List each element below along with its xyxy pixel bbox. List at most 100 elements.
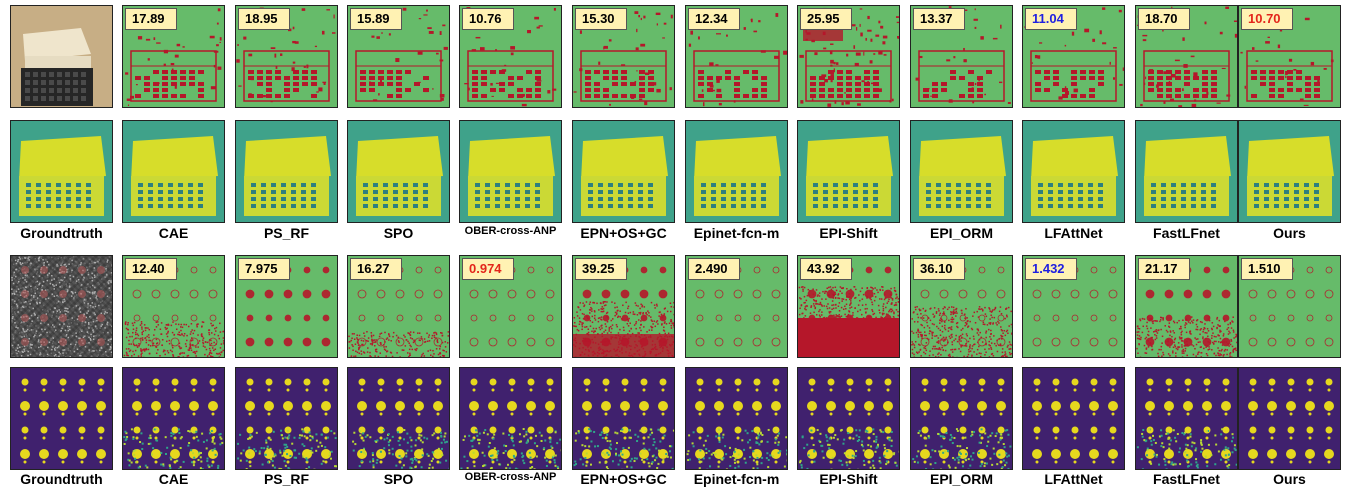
method-label: Groundtruth bbox=[20, 471, 103, 487]
scene1-error-map: 10.70 bbox=[1238, 5, 1341, 108]
scene2-error-map: 0.974 bbox=[459, 255, 562, 358]
panel-graphic bbox=[1239, 368, 1340, 469]
scene2-error-map: 1.510 bbox=[1238, 255, 1341, 358]
scene2-disparity-map bbox=[797, 367, 900, 470]
scene1-disparity-map bbox=[347, 120, 450, 223]
method-label: PS_RF bbox=[263, 225, 310, 241]
scene2-disparity-map bbox=[235, 367, 338, 470]
score-badge: 10.76 bbox=[462, 8, 514, 30]
scene2-error-map: 39.25 bbox=[572, 255, 675, 358]
panel-graphic bbox=[236, 7, 336, 103]
score-badge: 18.70 bbox=[1138, 8, 1190, 30]
panel-graphic bbox=[460, 121, 561, 222]
panel-graphic bbox=[1137, 6, 1237, 107]
scene1-disparity-map bbox=[122, 120, 225, 223]
scene2-center-view bbox=[10, 255, 113, 358]
method-label: Ours bbox=[1273, 225, 1306, 241]
method-label: EPI_ORM bbox=[929, 471, 993, 487]
scene1-error-map: 13.37 bbox=[910, 5, 1013, 108]
panel-graphic bbox=[348, 368, 449, 469]
scene2-error-map: 12.40 bbox=[122, 255, 225, 358]
scene1-error-map: 11.04 bbox=[1022, 5, 1125, 108]
panel-graphic bbox=[798, 266, 899, 357]
score-badge: 12.40 bbox=[125, 258, 177, 280]
scene2-error-map: 21.17 bbox=[1135, 255, 1238, 358]
panel-graphic bbox=[1023, 121, 1124, 222]
panel-graphic bbox=[11, 368, 112, 469]
scene1-error-map: 15.30 bbox=[572, 5, 675, 108]
method-label: LFAttNet bbox=[1044, 225, 1103, 241]
scene1-error-map: 17.89 bbox=[122, 5, 225, 108]
panel-graphic bbox=[911, 266, 1012, 357]
scene1-error-map: 10.76 bbox=[459, 5, 562, 108]
scene1-disparity-map bbox=[685, 120, 788, 223]
scene2-error-map: 7.975 bbox=[235, 255, 338, 358]
score-badge: 36.10 bbox=[913, 258, 965, 280]
panel-graphic bbox=[915, 6, 1011, 104]
scene2-error-map: 43.92 bbox=[797, 255, 900, 358]
score-badge: 11.04 bbox=[1025, 8, 1077, 30]
score-badge: 13.37 bbox=[913, 8, 965, 30]
method-label: PS_RF bbox=[263, 471, 310, 487]
method-label: EPI-Shift bbox=[819, 225, 878, 241]
scene1-error-map: 12.34 bbox=[685, 5, 788, 108]
panel-graphic bbox=[1023, 368, 1124, 469]
score-badge: 16.27 bbox=[350, 258, 402, 280]
scene1-error-map: 15.89 bbox=[347, 5, 450, 108]
method-label: LFAttNet bbox=[1044, 471, 1103, 487]
scene1-error-map: 18.95 bbox=[235, 5, 338, 108]
method-label: Epinet-fcn-m bbox=[693, 471, 780, 487]
scene1-error-map: 25.95 bbox=[797, 5, 900, 108]
panel-graphic bbox=[236, 368, 337, 469]
panel-graphic bbox=[1240, 10, 1334, 106]
scene1-center-view bbox=[10, 5, 113, 108]
panel-graphic bbox=[911, 368, 1012, 469]
panel-graphic bbox=[123, 121, 224, 222]
panel-graphic bbox=[573, 368, 674, 469]
scene2-disparity-map bbox=[1022, 367, 1125, 470]
method-label: EPN+OS+GC bbox=[580, 225, 667, 241]
panel-graphic bbox=[573, 121, 674, 222]
panel-graphic bbox=[1136, 266, 1237, 357]
score-badge: 17.89 bbox=[125, 8, 177, 30]
panel-graphic bbox=[686, 368, 787, 469]
scene1-error-map: 18.70 bbox=[1135, 5, 1238, 108]
score-badge: 1.432 bbox=[1025, 258, 1077, 280]
score-badge: 21.17 bbox=[1138, 258, 1190, 280]
score-badge: 1.510 bbox=[1241, 258, 1293, 280]
method-label: SPO bbox=[383, 225, 414, 241]
scene2-groundtruth-disparity bbox=[10, 367, 113, 470]
scene2-disparity-map bbox=[910, 367, 1013, 470]
scene2-error-map: 36.10 bbox=[910, 255, 1013, 358]
panel-graphic bbox=[911, 121, 1012, 222]
panel-graphic bbox=[798, 121, 899, 222]
panel-graphic bbox=[460, 368, 561, 469]
scene2-disparity-map bbox=[1238, 367, 1341, 470]
score-badge: 12.34 bbox=[688, 8, 740, 30]
method-label: OBER-cross-ANP bbox=[464, 471, 557, 483]
method-label: EPN+OS+GC bbox=[580, 471, 667, 487]
scene2-disparity-map bbox=[347, 367, 450, 470]
method-label: FastLFnet bbox=[1153, 225, 1220, 241]
scene1-disparity-map bbox=[1022, 120, 1125, 223]
panel-graphic bbox=[1136, 121, 1237, 222]
panel-graphic bbox=[469, 266, 555, 347]
score-badge: 18.95 bbox=[238, 8, 290, 30]
scene1-disparity-map bbox=[459, 120, 562, 223]
method-label: EPI_ORM bbox=[929, 225, 993, 241]
method-label: SPO bbox=[383, 471, 414, 487]
method-label: OBER-cross-ANP bbox=[464, 225, 557, 237]
score-badge: 7.975 bbox=[238, 258, 290, 280]
panel-graphic bbox=[798, 368, 899, 469]
panel-graphic bbox=[11, 6, 112, 107]
method-label: CAE bbox=[158, 225, 189, 241]
panel-graphic bbox=[125, 8, 222, 106]
panel-graphic bbox=[688, 13, 787, 107]
panel-graphic bbox=[686, 121, 787, 222]
panel-graphic bbox=[348, 266, 449, 357]
scene2-error-map: 16.27 bbox=[347, 255, 450, 358]
panel-graphic bbox=[573, 266, 674, 357]
panel-graphic bbox=[1239, 121, 1340, 222]
panel-graphic bbox=[355, 7, 448, 102]
panel-graphic bbox=[11, 256, 112, 357]
